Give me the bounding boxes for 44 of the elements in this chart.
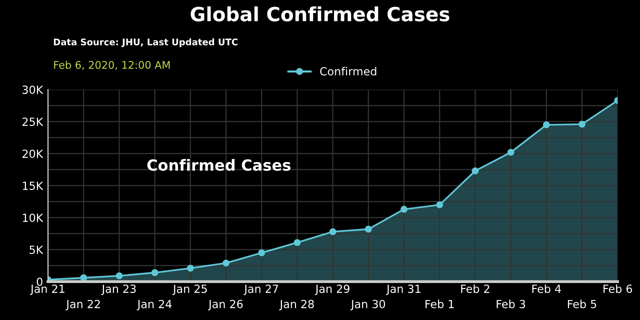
point [222,260,230,267]
point [400,206,408,213]
point [186,264,194,272]
x-tick-label: Feb 2 [461,284,490,293]
x-tick-label: Jan 23 [101,284,136,296]
chart-subtitle: Data Source: JHU, Last Updated UTC [54,38,238,48]
x-tick-label: Jan 30 [350,300,386,310]
point [472,167,479,174]
y-tick-label: 0 [36,278,42,286]
annotation: Confirmed Cases [147,159,290,171]
y-tick-label: 10K [22,214,44,222]
y-tick-label: 30K [22,86,44,94]
point [80,274,88,282]
point [258,249,266,256]
legend-label: Confirmed [320,66,376,76]
x-tick-label: Jan 29 [314,284,350,296]
x-tick-label: Feb 3 [496,300,526,308]
point [436,201,444,208]
point [507,148,514,156]
x-tick-label: Jan 25 [172,284,207,296]
x-tick-label: Feb 1 [426,300,454,308]
x-tick-label: Jan 22 [66,300,100,310]
point [329,228,336,236]
point [151,269,158,276]
x-tick-label: Jan 24 [136,300,172,310]
chart-title: Global Confirmed Cases [190,6,450,22]
x-tick-label: Jan 26 [208,300,243,310]
x-tick-label: Jan 21 [30,284,64,296]
y-tick-label: 20K [22,150,44,158]
x-tick-label: Jan 27 [244,284,278,296]
point [542,121,550,128]
x-tick-label: Jan 31 [386,284,420,296]
x-tick-label: Jan 28 [279,300,314,310]
y-tick-label: 5K [30,246,44,254]
x-tick-label: Feb 6 [604,284,632,293]
point [578,120,586,128]
x-tick-label: Feb 4 [532,284,561,293]
x-tick-label: Feb 5 [568,300,596,308]
text: Feb 6, 2020, 12:00 AM [54,60,170,70]
point [364,226,372,233]
y-tick-label: 25K [22,118,44,126]
point [294,239,301,246]
point [116,272,123,280]
y-tick-label: 15K [22,182,44,190]
